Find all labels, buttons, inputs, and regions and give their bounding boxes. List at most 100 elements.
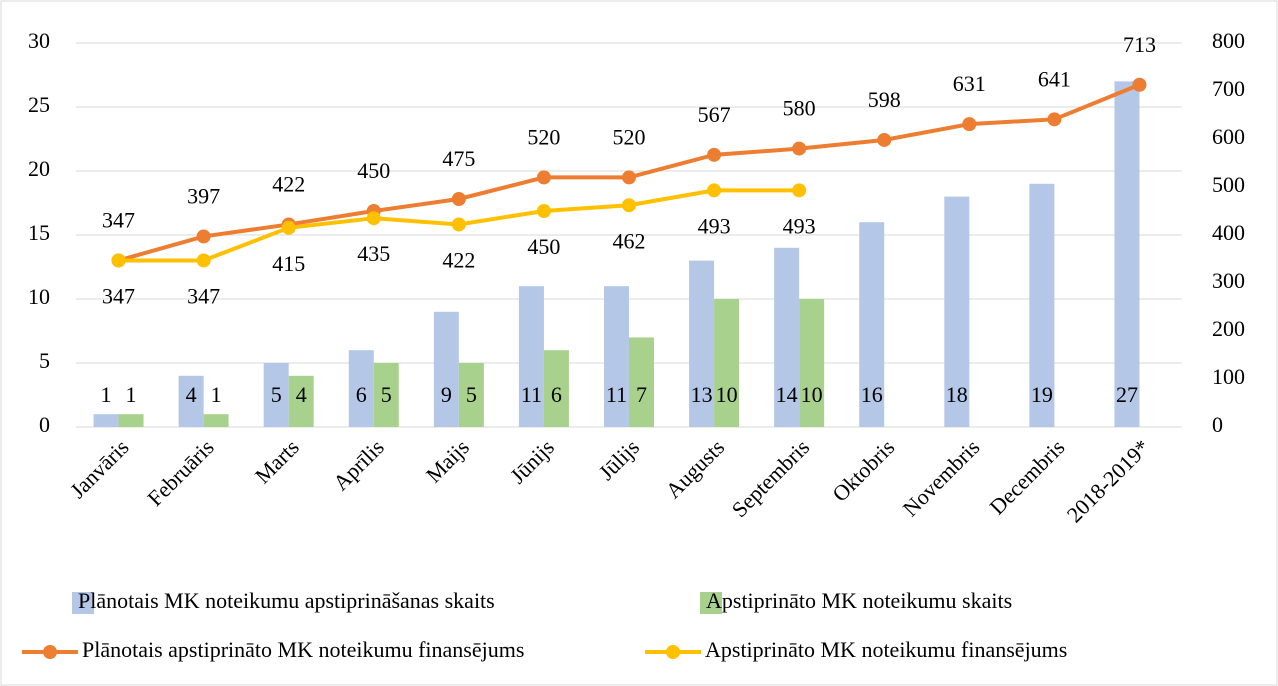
bar-value-label: 1 [211,382,222,407]
y-tick-label: 15 [28,220,50,245]
line-value-label: 598 [868,87,901,112]
line-value-label: 347 [187,283,220,308]
bar-value-label: 19 [1031,382,1053,407]
y-tick-label: 30 [28,28,50,53]
line-point [451,217,466,232]
bar-value-label: 18 [946,382,968,407]
bar-value-label: 11 [606,382,627,407]
line-point [962,117,977,132]
y-tick-label: 5 [39,348,50,373]
line-value-label: 641 [1038,66,1071,91]
bar [178,375,204,427]
line-value-label: 347 [102,283,135,308]
line-value-label: 493 [698,213,731,238]
y-tick-label: 20 [28,156,50,181]
bar [373,363,399,427]
y-tick-label: 25 [28,92,50,117]
legend-swatch [43,645,57,659]
bar [288,375,314,427]
bar-value-label: 4 [296,382,307,407]
legend-swatch [666,645,680,659]
bar [543,350,569,427]
bar [118,414,144,427]
y2-tick-label: 100 [1212,364,1245,389]
legend-label: Plānotais MK noteikumu apstiprināšanas s… [78,588,495,613]
line-value-label: 435 [357,241,390,266]
y2-tick-label: 300 [1212,268,1245,293]
bar-value-label: 27 [1116,382,1138,407]
bar [263,363,289,427]
y2-tick-label: 800 [1212,28,1245,53]
line-point [622,170,636,185]
y2-tick-label: 0 [1212,412,1223,437]
bar-value-label: 5 [271,382,282,407]
line-value-label: 631 [953,71,986,96]
bar-value-label: 7 [636,382,647,407]
bar [1114,81,1140,428]
line-point [536,170,551,185]
line-value-label: 493 [783,213,816,238]
bar-value-label: 6 [356,382,367,407]
line-point [1132,77,1147,92]
legend-label: Apstiprināto MK noteikumu skaits [706,588,1012,613]
line-point [196,229,211,244]
bar [518,286,544,427]
line-value-label: 450 [357,158,390,183]
line-value-label: 580 [783,96,816,121]
bar [799,299,825,427]
bar [348,350,374,427]
legend-swatch [700,592,722,614]
bar-value-label: 14 [776,382,798,407]
bar [859,222,885,427]
y2-tick-label: 200 [1212,316,1245,341]
line-point [792,183,807,198]
bar-value-label: 9 [441,382,452,407]
line-point [196,253,211,268]
line-point [1047,112,1062,127]
line-value-label: 397 [187,183,220,208]
y2-tick-label: 600 [1212,124,1245,149]
legend-label: Plānotais apstiprināto MK noteikumu fina… [82,637,524,662]
line-point [792,141,807,156]
legend-swatch [72,592,94,614]
line-point [366,211,381,226]
line-point [536,204,551,218]
bar-value-label: 10 [801,382,823,407]
bar-value-label: 6 [551,382,562,407]
line-value-label: 347 [102,207,135,232]
y-tick-label: 10 [28,284,50,309]
line-value-label: 475 [442,146,475,171]
line-value-label: 422 [272,171,305,196]
line-value-label: 713 [1123,32,1156,57]
legend-label: Apstiprināto MK noteikumu finansējums [705,637,1067,662]
bar-value-label: 1 [126,382,137,407]
bar [774,247,800,427]
bar-value-label: 5 [381,382,392,407]
bar [203,414,229,427]
bar-value-label: 4 [186,382,197,407]
y2-tick-label: 500 [1212,172,1245,197]
line-value-label: 567 [698,102,731,127]
line-value-label: 462 [613,228,646,253]
bar [944,196,970,427]
line-point [877,132,892,147]
bar [458,363,484,427]
bar-value-label: 16 [861,382,883,407]
line-point [622,198,636,213]
bar-value-label: 5 [466,382,477,407]
line-value-label: 450 [527,234,560,259]
line-value-label: 415 [272,251,305,276]
bar [714,299,740,427]
bar-value-label: 10 [716,382,738,407]
bar-value-label: 1 [101,382,112,407]
bar [1029,183,1055,427]
bar [604,286,629,427]
line-point [451,192,466,206]
bar [433,311,459,427]
line-point [111,253,126,268]
line-value-label: 520 [613,124,646,149]
bar [93,414,119,427]
line-point [281,220,296,235]
line-value-label: 520 [527,124,560,149]
